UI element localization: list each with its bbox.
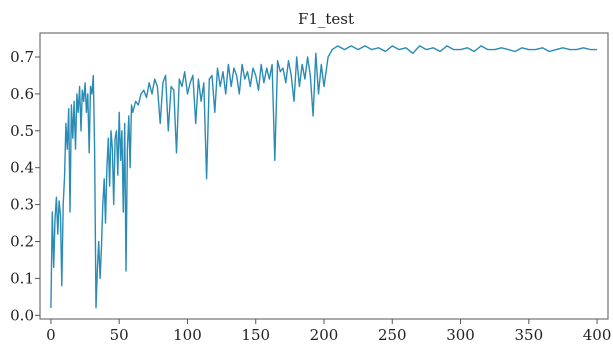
- x-tick-label: 50: [110, 326, 129, 344]
- x-axis: 0 50 100 150 200 250 300 350 400: [46, 319, 611, 344]
- x-tick-label: 150: [241, 326, 270, 344]
- y-tick-label: 0.7: [10, 48, 34, 66]
- series-line: [50, 45, 598, 309]
- x-tick-label: 100: [173, 326, 202, 344]
- x-tick-label: 400: [583, 326, 612, 344]
- x-tick-label: 200: [310, 326, 339, 344]
- y-tick-label: 0.4: [10, 159, 34, 177]
- y-tick-label: 0.0: [10, 306, 34, 324]
- x-tick-label: 350: [514, 326, 543, 344]
- y-tick-label: 0.1: [10, 269, 34, 287]
- y-axis: 0.0 0.1 0.2 0.3 0.4 0.5 0.6 0.7: [10, 48, 40, 324]
- chart-title: F1_test: [298, 10, 354, 28]
- x-tick-label: 300: [446, 326, 475, 344]
- x-tick-label: 250: [378, 326, 407, 344]
- y-tick-label: 0.6: [10, 85, 34, 103]
- x-tick-label: 0: [46, 326, 56, 344]
- y-tick-label: 0.3: [10, 196, 34, 214]
- plot-area: [50, 45, 598, 309]
- y-tick-label: 0.2: [10, 233, 34, 251]
- y-tick-label: 0.5: [10, 122, 34, 140]
